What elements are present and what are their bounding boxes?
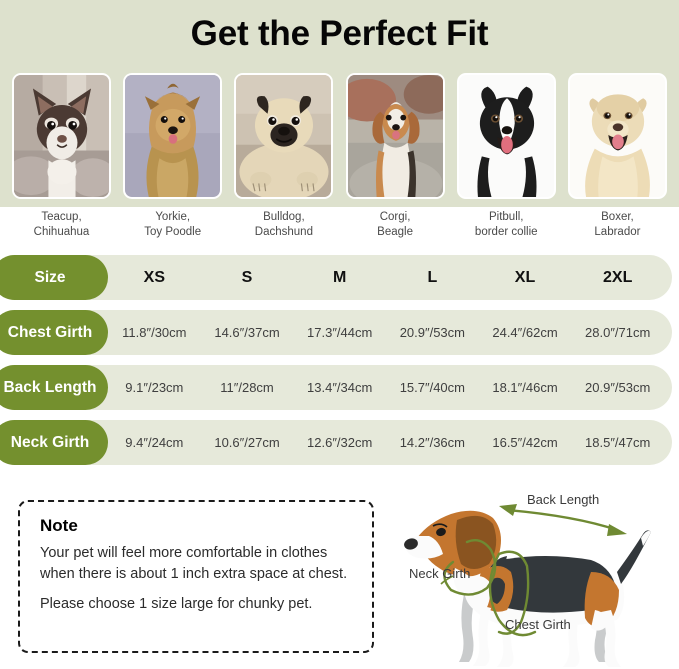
note-box: Note Your pet will feel more comfortable… bbox=[18, 500, 374, 653]
caption-line-1: Yorkie, bbox=[155, 211, 191, 223]
labrador-photo bbox=[569, 75, 665, 197]
pug-photo bbox=[236, 75, 332, 197]
breed-photo-card-beagle bbox=[345, 73, 445, 199]
breed-caption-corgi: Corgi, Beagle bbox=[346, 207, 445, 252]
breed-caption-boxer: Boxer, Labrador bbox=[568, 207, 667, 252]
chest-girth-l: 20.9″/53cm bbox=[399, 325, 465, 340]
yorkie-photo bbox=[125, 75, 221, 197]
caption-line-2: Dachshund bbox=[254, 226, 313, 238]
neck-girth-l: 14.2″/36cm bbox=[399, 435, 465, 450]
breed-photo-row bbox=[12, 73, 667, 199]
chest-girth-cells: 11.8″/30cm 14.6″/37cm 17.3″/44cm 20.9″/5… bbox=[108, 310, 664, 355]
caption-line-2: Labrador bbox=[594, 226, 641, 238]
measurement-diagram: Back Length Neck Girth Chest Girth bbox=[395, 480, 679, 669]
caption-line-2: border collie bbox=[474, 226, 538, 238]
caption-line-2: Toy Poodle bbox=[144, 226, 202, 238]
caption-line-1: Corgi, bbox=[379, 211, 411, 223]
border-collie-photo bbox=[458, 75, 554, 197]
back-length-xs: 9.1″/23cm bbox=[125, 380, 184, 395]
neck-girth-cells: 9.4″/24cm 10.6″/27cm 12.6″/32cm 14.2″/36… bbox=[108, 420, 664, 465]
page-title: Get the Perfect Fit bbox=[190, 14, 489, 53]
row-label-size: Size bbox=[0, 255, 108, 300]
breed-photo-card-labrador bbox=[567, 73, 667, 199]
breed-caption-yorkie: Yorkie, Toy Poodle bbox=[123, 207, 222, 252]
neck-girth-s: 10.6″/27cm bbox=[214, 435, 280, 450]
size-header-s: S bbox=[241, 268, 253, 286]
chest-girth-xs: 11.8″/30cm bbox=[122, 325, 187, 340]
breed-caption-pitbull: Pitbull, border collie bbox=[457, 207, 556, 252]
back-length-l: 15.7″/40cm bbox=[399, 380, 465, 395]
caption-line-2: Chihuahua bbox=[33, 226, 90, 238]
chest-girth-m: 17.3″/44cm bbox=[307, 325, 373, 340]
caption-line-1: Bulldog, bbox=[263, 211, 305, 223]
size-header-m: M bbox=[333, 268, 347, 286]
breed-caption-chihuahua: Teacup, Chihuahua bbox=[12, 207, 111, 252]
breed-photo-card-yorkie bbox=[123, 73, 223, 199]
row-label-chest-girth: Chest Girth bbox=[0, 310, 108, 355]
chest-girth-2xl: 28.0″/71cm bbox=[585, 325, 651, 340]
neck-girth-xl: 16.5″/42cm bbox=[492, 435, 558, 450]
breed-photo-card-border-collie bbox=[456, 73, 556, 199]
chihuahua-photo bbox=[14, 75, 109, 197]
table-header-row: Size XS S M L XL 2XL bbox=[0, 255, 672, 300]
caption-line-1: Teacup, bbox=[41, 211, 82, 223]
neck-girth-2xl: 18.5″/47cm bbox=[585, 435, 651, 450]
caption-line-1: Pitbull, bbox=[488, 211, 524, 223]
caption-line-1: Boxer, bbox=[601, 211, 634, 223]
caption-line-2: Beagle bbox=[377, 226, 413, 238]
back-length-xl: 18.1″/46cm bbox=[492, 380, 558, 395]
breed-photo-card-pug bbox=[234, 73, 334, 199]
size-header-l: L bbox=[427, 268, 438, 286]
header-band: Get the Perfect Fit bbox=[0, 0, 679, 207]
back-length-cells: 9.1″/23cm 11″/28cm 13.4″/34cm 15.7″/40cm… bbox=[108, 365, 664, 410]
table-row-chest-girth: Chest Girth 11.8″/30cm 14.6″/37cm 17.3″/… bbox=[0, 310, 672, 355]
back-length-2xl: 20.9″/53cm bbox=[585, 380, 651, 395]
size-header-cells: XS S M L XL 2XL bbox=[108, 255, 664, 300]
size-header-2xl: 2XL bbox=[603, 268, 633, 286]
beagle-measurement-illustration bbox=[395, 480, 679, 669]
breed-photo-card-chihuahua bbox=[12, 73, 111, 199]
breed-caption-band: Teacup, Chihuahua Yorkie, Toy Poodle Bul… bbox=[0, 207, 679, 252]
note-paragraph-1: Your pet will feel more comfortable in c… bbox=[40, 545, 348, 582]
table-row-neck-girth: Neck Girth 9.4″/24cm 10.6″/27cm 12.6″/32… bbox=[0, 420, 672, 465]
breed-caption-row: Teacup, Chihuahua Yorkie, Toy Poodle Bul… bbox=[12, 207, 667, 252]
back-length-s: 11″/28cm bbox=[220, 380, 274, 395]
note-paragraph-2: Please choose 1 size large for chunky pe… bbox=[40, 596, 313, 612]
diagram-label-chest-girth: Chest Girth bbox=[505, 617, 571, 632]
row-label-back-length: Back Length bbox=[0, 365, 108, 410]
row-label-neck-girth: Neck Girth bbox=[0, 420, 108, 465]
note-title: Note bbox=[40, 516, 78, 535]
back-length-m: 13.4″/34cm bbox=[307, 380, 373, 395]
chest-girth-s: 14.6″/37cm bbox=[214, 325, 280, 340]
size-header-xs: XS bbox=[143, 268, 165, 286]
chest-girth-xl: 24.4″/62cm bbox=[492, 325, 558, 340]
neck-girth-xs: 9.4″/24cm bbox=[125, 435, 184, 450]
size-header-xl: XL bbox=[514, 268, 536, 286]
size-chart-table: Size XS S M L XL 2XL Chest Girth 11.8″/3… bbox=[0, 252, 679, 478]
breed-caption-bulldog: Bulldog, Dachshund bbox=[234, 207, 333, 252]
neck-girth-m: 12.6″/32cm bbox=[307, 435, 373, 450]
diagram-label-back-length: Back Length bbox=[527, 492, 600, 507]
table-row-back-length: Back Length 9.1″/23cm 11″/28cm 13.4″/34c… bbox=[0, 365, 672, 410]
diagram-label-neck-girth: Neck Girth bbox=[409, 566, 471, 581]
beagle-photo bbox=[347, 75, 443, 197]
